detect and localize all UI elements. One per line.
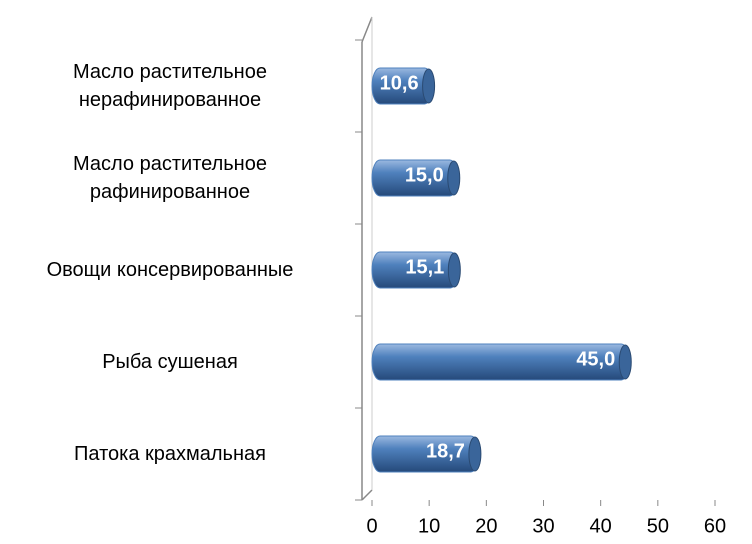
value-label: 15,0 (405, 164, 444, 186)
category-label: Масло растительное рафинированное (73, 153, 267, 203)
axis-depth (361, 16, 373, 43)
x-tick-label: 50 (647, 515, 669, 537)
x-tick-label: 40 (590, 515, 612, 537)
value-label: 15,1 (405, 256, 444, 278)
value-label: 18,7 (426, 440, 465, 462)
bar-cap (618, 344, 632, 380)
category-label: Масло растительное нерафинированное (73, 61, 267, 111)
bar-cap (447, 252, 461, 288)
category-label: Овощи консервированные (46, 259, 294, 281)
x-tick-label: 10 (418, 515, 440, 537)
axis-depth (361, 489, 373, 501)
x-tick-label: 60 (704, 515, 726, 537)
category-label: Рыба сушеная (102, 351, 238, 373)
bar-cap (447, 160, 461, 196)
category-label: Патока крахмальная (74, 443, 266, 465)
value-label: 10,6 (380, 72, 419, 94)
x-tick-label: 20 (475, 515, 497, 537)
bar-cap (422, 68, 436, 104)
x-tick-label: 30 (532, 515, 554, 537)
bar-cap (468, 436, 482, 472)
x-tick-label: 0 (366, 515, 377, 537)
value-label: 45,0 (576, 348, 615, 370)
